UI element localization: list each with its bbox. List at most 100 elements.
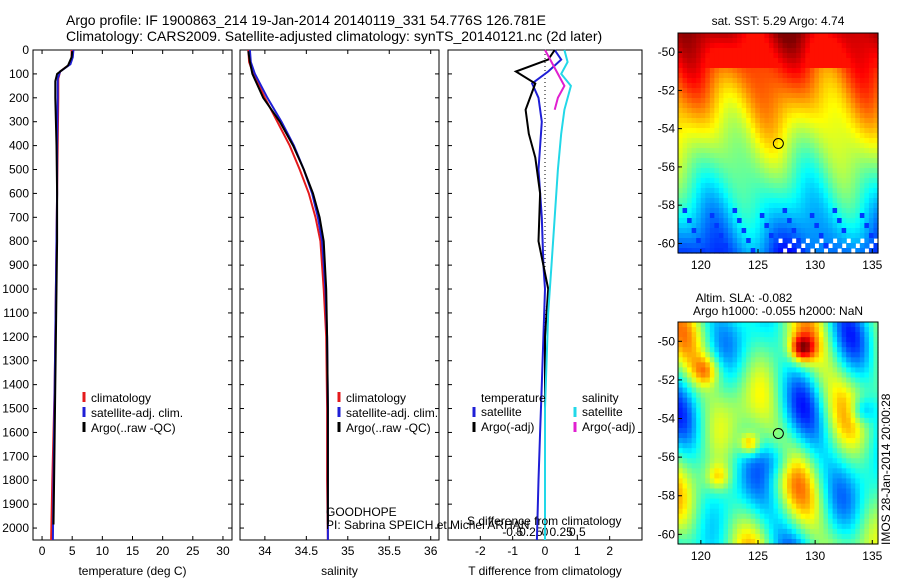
sst-map-cell bbox=[864, 198, 870, 204]
sst-map-cell bbox=[818, 73, 825, 79]
sla-map-cell bbox=[837, 493, 843, 500]
sla-map-cell bbox=[705, 473, 711, 480]
sla-map-cell bbox=[728, 377, 734, 384]
sla-map-cell bbox=[832, 503, 838, 510]
sst-map-cell bbox=[814, 228, 820, 234]
sst-map-cell bbox=[696, 68, 702, 74]
sst-map-cell bbox=[728, 43, 734, 49]
sla-map-cell bbox=[796, 443, 802, 449]
sst-map-cell bbox=[773, 128, 779, 134]
sla-map-cell bbox=[818, 427, 825, 434]
sla-map-cell bbox=[709, 493, 715, 500]
sst-map-cell bbox=[828, 213, 834, 219]
sst-map-cell bbox=[768, 233, 775, 239]
sla-map-cell bbox=[850, 377, 856, 384]
difference-legend-label: satellite bbox=[582, 405, 623, 419]
sla-map-cell bbox=[755, 397, 761, 404]
sla-map-cell bbox=[741, 438, 747, 444]
sst-map-cell bbox=[687, 248, 693, 254]
sla-map-cell bbox=[864, 533, 870, 540]
sla-map-cell bbox=[818, 372, 825, 379]
sst-map-cell bbox=[746, 223, 752, 229]
sla-map-cell bbox=[700, 362, 706, 369]
sst-map-cell bbox=[737, 93, 743, 99]
sla-map-cell bbox=[778, 443, 784, 449]
sst-map-cell bbox=[841, 118, 847, 124]
sst-map-cell bbox=[759, 178, 765, 184]
sla-map-cell bbox=[814, 478, 820, 485]
sla-map-cell bbox=[809, 433, 815, 439]
sst-map-cell bbox=[709, 78, 715, 84]
sla-map-cell bbox=[832, 523, 838, 530]
sst-map-cell bbox=[837, 128, 843, 134]
sst-map-cell bbox=[714, 53, 720, 59]
sst-map-cell bbox=[832, 38, 838, 44]
sst-map-cell bbox=[759, 38, 765, 44]
sst-map-cell bbox=[755, 138, 761, 144]
sla-map-cell bbox=[705, 357, 711, 363]
sla-map-cell bbox=[696, 488, 702, 495]
sst-map-cell bbox=[700, 218, 706, 224]
sst-map-cell bbox=[728, 33, 734, 39]
sst-map-cell bbox=[850, 218, 856, 224]
sst-map-cell bbox=[696, 133, 702, 139]
sst-map-cell bbox=[714, 198, 720, 204]
sst-map-cell bbox=[868, 33, 875, 39]
sla-map-cell bbox=[768, 392, 775, 399]
sla-map-cell bbox=[787, 533, 793, 540]
sla-map-cell bbox=[841, 412, 847, 419]
sla-map-cell bbox=[873, 503, 879, 510]
sst-map-cell bbox=[787, 63, 793, 69]
sla-map-cell bbox=[714, 397, 720, 404]
sla-map-cell bbox=[805, 417, 811, 424]
sst-map-cell bbox=[778, 168, 784, 174]
sst-map-cell bbox=[864, 158, 870, 164]
sst-map-cell bbox=[814, 68, 820, 74]
sla-map-cell bbox=[718, 362, 725, 369]
sst-map-cell bbox=[846, 183, 852, 189]
sla-map-cell bbox=[700, 327, 706, 333]
sst-map-cell bbox=[687, 58, 693, 64]
sla-map-cell bbox=[764, 513, 770, 520]
sla-map-cell bbox=[718, 498, 725, 505]
sst-map-cell bbox=[832, 233, 838, 239]
sla-map-cell bbox=[773, 327, 779, 333]
sst-map-cell bbox=[700, 238, 706, 244]
sla-map-cell bbox=[768, 377, 775, 384]
sla-map-cell bbox=[832, 468, 838, 474]
sla-map-cell bbox=[837, 508, 843, 515]
sst-map-cell bbox=[855, 208, 861, 214]
sla-map-cell bbox=[859, 538, 865, 545]
sla-map-cell bbox=[846, 483, 852, 490]
sst-map-cell bbox=[796, 168, 802, 174]
sla-map-cell bbox=[782, 382, 788, 389]
sla-map-cell bbox=[809, 392, 815, 399]
sst-map-cell bbox=[782, 193, 788, 199]
sla-map-ytick-label: -56 bbox=[658, 450, 676, 464]
sla-map-cell bbox=[828, 362, 834, 369]
sst-map-cell bbox=[728, 98, 734, 104]
sst-map-cell bbox=[718, 163, 725, 169]
sla-map-cell bbox=[700, 518, 706, 525]
sst-map-cell bbox=[873, 93, 879, 99]
sst-map-cell bbox=[814, 88, 820, 94]
sla-map-cell bbox=[718, 538, 725, 545]
sst-map-cell bbox=[759, 228, 765, 234]
sla-map-cell bbox=[759, 362, 765, 369]
sst-map-cell bbox=[859, 173, 865, 179]
sla-map-cell bbox=[700, 498, 706, 505]
sla-map-cell bbox=[805, 473, 811, 480]
sla-map-cell bbox=[873, 332, 879, 338]
sst-map-cell bbox=[759, 183, 765, 189]
sla-map-cell bbox=[818, 412, 825, 419]
sla-map-cell bbox=[750, 488, 756, 495]
sla-map-cell bbox=[814, 387, 820, 394]
sst-map-cell bbox=[855, 238, 861, 244]
sla-map-cell bbox=[750, 448, 756, 454]
sst-map-cell bbox=[759, 238, 765, 244]
sla-map-cell bbox=[755, 427, 761, 434]
sst-map-cell bbox=[700, 183, 706, 189]
sst-map-cell bbox=[687, 188, 693, 194]
sla-map-cell bbox=[700, 332, 706, 338]
sst-map-cell bbox=[850, 148, 856, 154]
